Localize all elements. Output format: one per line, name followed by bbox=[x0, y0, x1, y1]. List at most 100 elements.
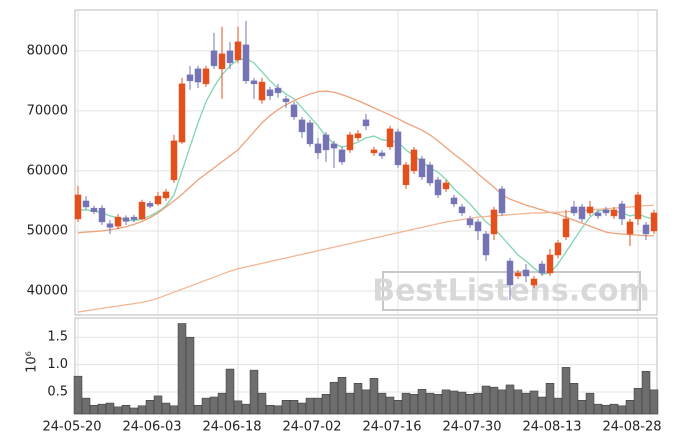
x-tick-label: 24-08-13 bbox=[522, 420, 581, 435]
volume-bar bbox=[401, 392, 411, 415]
candle-body bbox=[498, 188, 506, 214]
candle-body bbox=[642, 224, 650, 235]
volume-bar bbox=[561, 367, 571, 415]
volume-bar bbox=[585, 392, 595, 415]
y-tick-label: 0.5 bbox=[47, 385, 68, 400]
candle-body bbox=[74, 194, 82, 220]
candle-body bbox=[322, 134, 330, 151]
candle-body bbox=[602, 209, 610, 214]
y-tick-label: 1.5 bbox=[47, 330, 68, 345]
moving-average-line bbox=[77, 204, 655, 313]
candle-body bbox=[202, 68, 210, 85]
volume-bar bbox=[89, 404, 99, 415]
x-tick-label: 24-06-18 bbox=[202, 420, 261, 435]
volume-bar bbox=[449, 390, 459, 415]
candle-body bbox=[162, 191, 170, 199]
candle-body bbox=[506, 260, 514, 286]
volume-bar bbox=[593, 403, 603, 415]
candle-body bbox=[98, 207, 106, 223]
candle-body bbox=[154, 195, 162, 205]
candle-body bbox=[210, 50, 218, 67]
volume-bar bbox=[617, 405, 627, 415]
volume-bar bbox=[385, 396, 395, 415]
y-tick-label: 1.0 bbox=[47, 357, 68, 372]
candle-body bbox=[458, 206, 466, 214]
candle-body bbox=[442, 182, 450, 190]
candle-body bbox=[530, 278, 538, 286]
volume-axis-label: 10⁶ bbox=[25, 351, 40, 373]
candle-body bbox=[114, 216, 122, 227]
volume-bar bbox=[329, 381, 339, 415]
candle-body bbox=[546, 254, 554, 274]
candle-body bbox=[450, 197, 458, 205]
volume-bar bbox=[473, 392, 483, 415]
volume-bar bbox=[161, 402, 171, 415]
volume-bar bbox=[289, 400, 299, 415]
candle-body bbox=[218, 53, 226, 70]
moving-average-line bbox=[78, 57, 655, 275]
volume-bar bbox=[241, 403, 251, 415]
y-tick-label: 70000 bbox=[27, 103, 68, 118]
volume-bar bbox=[281, 400, 291, 415]
candle-body bbox=[122, 217, 130, 222]
volume-bar bbox=[113, 406, 123, 415]
candle-body bbox=[570, 206, 578, 214]
volume-bar bbox=[201, 397, 211, 415]
y-tick-label: 50000 bbox=[27, 223, 68, 238]
candle-body bbox=[290, 104, 298, 118]
volume-bar bbox=[441, 389, 451, 415]
volume-bar bbox=[337, 376, 347, 415]
volume-bar bbox=[521, 392, 531, 415]
volume-bar bbox=[569, 383, 579, 415]
candle-body bbox=[90, 207, 98, 212]
candle-body bbox=[266, 89, 274, 97]
volume-bar bbox=[265, 404, 275, 415]
x-tick-label: 24-07-30 bbox=[442, 420, 501, 435]
volume-bar bbox=[625, 400, 635, 415]
candle-body bbox=[282, 98, 290, 103]
candle-body bbox=[330, 143, 338, 149]
volume-bar bbox=[105, 402, 115, 415]
candle-body bbox=[466, 218, 474, 226]
candle-body bbox=[482, 233, 490, 256]
candle-body bbox=[522, 269, 530, 277]
candle-body bbox=[490, 209, 498, 235]
volume-bar bbox=[185, 336, 195, 415]
candle-body bbox=[610, 209, 618, 217]
volume-bar bbox=[73, 375, 83, 415]
volume-bar bbox=[545, 383, 555, 415]
volume-bar bbox=[433, 394, 443, 415]
volume-bar bbox=[305, 397, 315, 415]
volume-bar bbox=[273, 405, 283, 415]
volume-bar bbox=[353, 383, 363, 415]
candle-body bbox=[418, 158, 426, 178]
candle-body bbox=[474, 221, 482, 232]
volume-bar bbox=[257, 392, 267, 415]
candle-body bbox=[594, 212, 602, 217]
volume-bar bbox=[417, 389, 427, 415]
candle-body bbox=[362, 119, 370, 127]
volume-bar bbox=[137, 405, 147, 415]
volume-bar bbox=[633, 387, 643, 415]
plot-frame bbox=[74, 9, 658, 316]
volume-bar bbox=[193, 404, 203, 415]
volume-bar bbox=[529, 390, 539, 415]
volume-bar bbox=[513, 389, 523, 415]
candle-body bbox=[338, 149, 346, 163]
y-tick-label: 60000 bbox=[27, 163, 68, 178]
volume-bar bbox=[233, 400, 243, 415]
candle-body bbox=[346, 134, 354, 151]
volume-bar bbox=[537, 396, 547, 415]
volume-bar bbox=[577, 400, 587, 415]
candle-body bbox=[258, 81, 266, 101]
volume-bar bbox=[505, 384, 515, 415]
x-tick-label: 24-06-03 bbox=[122, 420, 181, 435]
candle-body bbox=[138, 201, 146, 220]
candle-body bbox=[226, 50, 234, 64]
candle-body bbox=[274, 87, 282, 94]
volume-bar bbox=[369, 378, 379, 415]
volume-bar bbox=[393, 400, 403, 415]
x-tick-label: 24-05-20 bbox=[42, 420, 101, 435]
volume-bar bbox=[249, 369, 259, 415]
